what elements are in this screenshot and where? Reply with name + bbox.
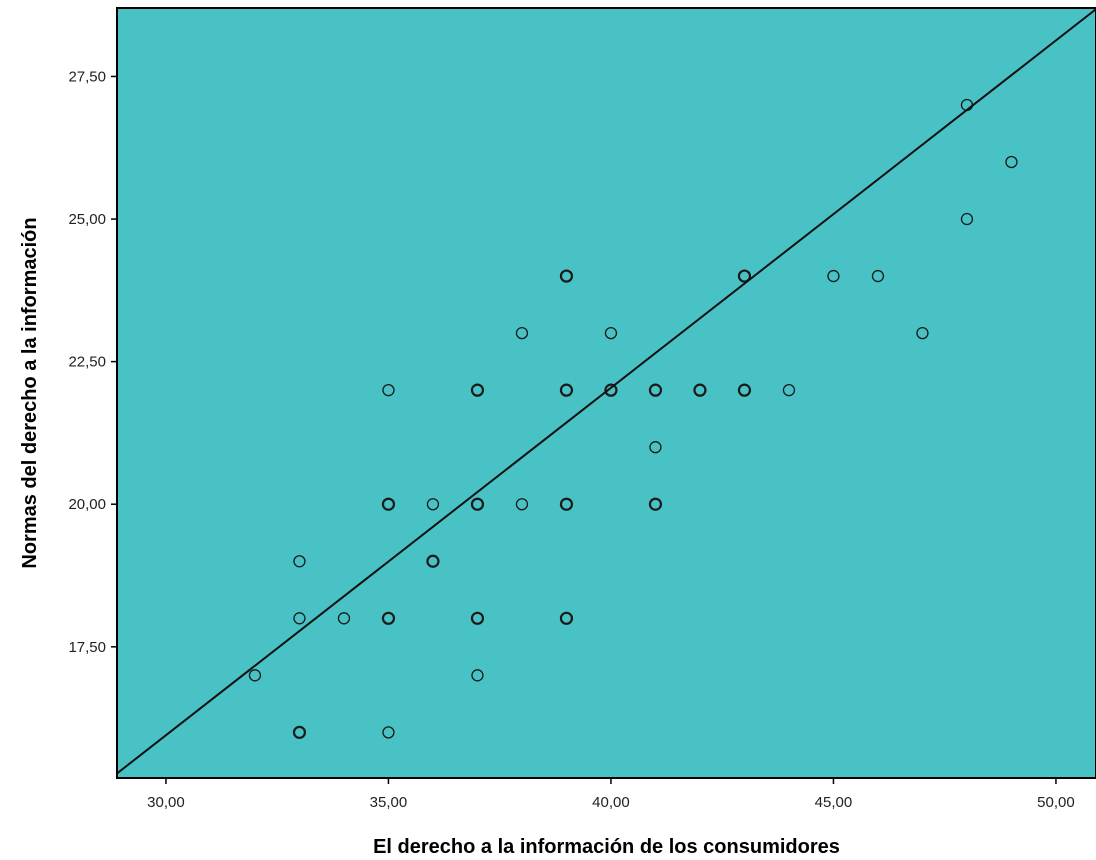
data-point [693, 383, 707, 397]
data-point [559, 269, 574, 283]
y-tick-label: 25,00 [68, 211, 106, 228]
data-point [871, 269, 885, 283]
data-point [916, 326, 929, 340]
data-point [293, 555, 306, 568]
data-point [960, 212, 974, 226]
x-tick-label: 35,00 [370, 794, 408, 811]
data-point [470, 383, 485, 397]
x-tick-label: 30,00 [147, 794, 185, 811]
x-axis-title: El derecho a la información de los consu… [373, 836, 840, 858]
data-point [293, 612, 306, 625]
data-point [737, 269, 752, 283]
data-point [1005, 155, 1018, 169]
data-point [426, 554, 440, 568]
data-point [559, 383, 574, 397]
data-point [382, 383, 395, 397]
data-point [737, 383, 752, 397]
plot-frame [116, 7, 1096, 779]
data-point [827, 269, 840, 283]
data-points-layer [248, 98, 1018, 739]
data-point [559, 611, 574, 625]
y-tick-label: 27,50 [68, 68, 106, 85]
data-point [648, 383, 663, 397]
data-point [426, 498, 440, 511]
x-tick-label: 50,00 [1037, 794, 1075, 811]
x-axis: 30,00 35,00 40,00 45,00 50,00 [147, 778, 1075, 811]
data-point [248, 669, 262, 682]
data-point [649, 441, 662, 454]
y-tick-label: 17,50 [68, 639, 106, 656]
data-point [515, 498, 529, 511]
data-point [515, 326, 529, 340]
y-axis-title: Normas del derecho a la información [19, 217, 41, 568]
data-point [471, 669, 484, 682]
data-point [337, 612, 351, 625]
x-tick-label: 45,00 [815, 794, 853, 811]
y-axis: 17,50 20,00 22,50 25,00 27,50 [68, 68, 117, 656]
data-point [559, 497, 574, 511]
fit-line [116, 8, 1096, 775]
data-point [381, 497, 396, 511]
data-point [292, 725, 307, 739]
data-point [648, 497, 663, 511]
x-tick-label: 40,00 [592, 794, 630, 811]
data-point [782, 383, 796, 397]
y-tick-label: 20,00 [68, 496, 106, 513]
y-tick-label: 22,50 [68, 354, 106, 371]
data-point [604, 326, 618, 340]
data-point [381, 611, 396, 625]
data-point [382, 726, 395, 739]
data-point [470, 611, 485, 625]
data-point [470, 497, 485, 511]
data-point [604, 383, 618, 397]
